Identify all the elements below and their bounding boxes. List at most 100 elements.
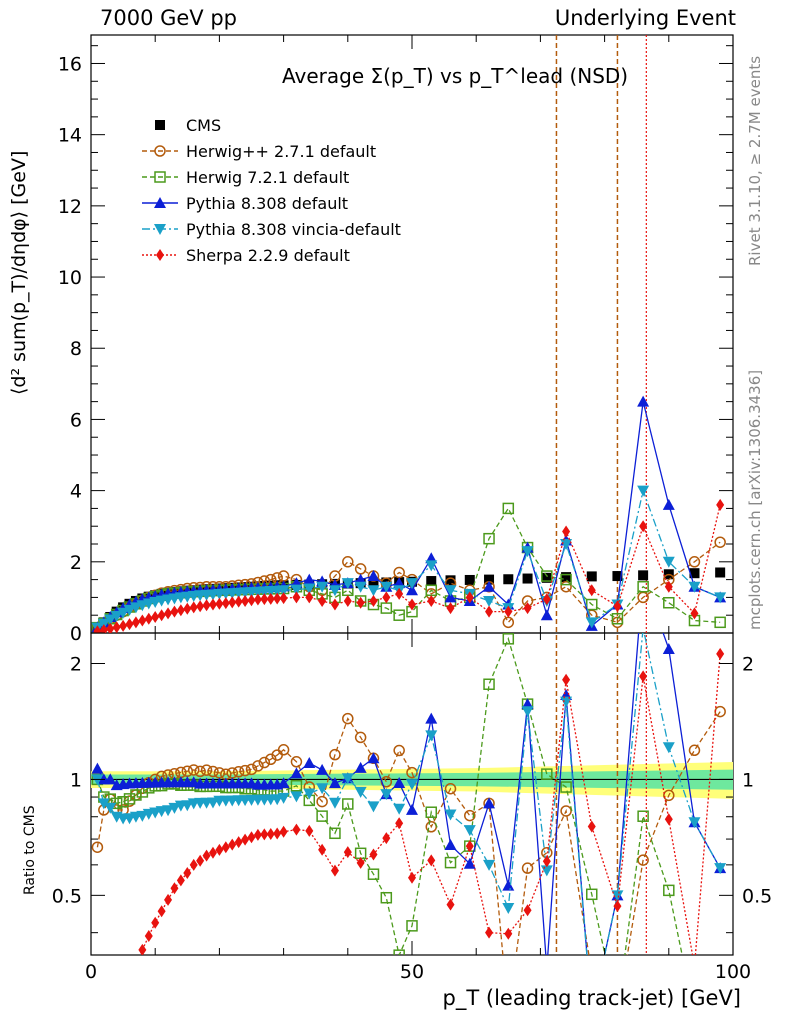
data-point (110, 610, 123, 622)
vertical-lines (555, 35, 647, 955)
data-point (502, 616, 515, 629)
ratio-point (100, 994, 108, 1006)
legend-symbol (142, 171, 178, 183)
ratio-tick-label-right: 2 (742, 653, 754, 675)
ratio-tick-label: 2 (70, 653, 82, 675)
ratio-point (277, 792, 290, 804)
data-point (253, 593, 262, 606)
data-point (119, 619, 128, 632)
ratio-point (187, 764, 200, 776)
ratio-point (162, 805, 175, 817)
ratio-point (715, 1010, 725, 1020)
legend-symbol (142, 145, 178, 157)
ratio-point (330, 864, 339, 877)
data-point (484, 574, 495, 585)
ratio-point (406, 766, 418, 779)
data-point (611, 613, 624, 625)
data-point (221, 597, 230, 610)
data-point (716, 498, 725, 511)
data-point (638, 570, 649, 581)
data-point (662, 498, 675, 510)
ratio-point (367, 752, 380, 764)
legend-symbol (155, 120, 165, 130)
ratio-point (354, 731, 367, 744)
y-tick-label: 12 (58, 196, 82, 218)
ratio-point (663, 884, 675, 897)
data-point (247, 594, 256, 607)
ratio-tick-label-right: 0.5 (742, 885, 772, 907)
data-point (106, 622, 115, 633)
data-point (561, 572, 572, 583)
ratio-point (639, 670, 648, 683)
data-point (367, 570, 380, 582)
data-point (560, 580, 572, 593)
ratio-point (104, 773, 117, 785)
x-tick-label: 100 (715, 961, 751, 983)
data-point (129, 602, 142, 614)
data-point (112, 621, 121, 633)
data-point (521, 546, 534, 558)
data-point (342, 556, 354, 568)
data-point (104, 614, 117, 626)
ratio-point (408, 871, 416, 884)
ratio-point (228, 838, 237, 851)
ratio-point (341, 773, 354, 785)
ratio-point (393, 949, 405, 955)
data-point (427, 594, 436, 607)
data-point (503, 574, 514, 585)
data-point (356, 596, 365, 609)
data-point (123, 604, 136, 616)
data-point (138, 614, 147, 627)
ratio-point (587, 820, 596, 833)
plot-title: Average Σ(p_T) vs p_T^lead (NSD) (282, 64, 629, 88)
data-point (663, 596, 675, 609)
data-point (189, 601, 198, 614)
ratio-point (200, 764, 213, 776)
ratio-point (393, 803, 406, 815)
data-point (465, 591, 474, 604)
ratio-point (277, 744, 290, 756)
ratio-point (613, 900, 622, 913)
ratio-point (642, 633, 644, 635)
data-point (131, 616, 140, 629)
data-point (328, 585, 341, 597)
data-point (483, 580, 496, 592)
ratio-point (170, 882, 179, 895)
data-point (586, 598, 598, 611)
data-point (464, 574, 475, 585)
ratio-point (367, 801, 380, 813)
data-point (504, 605, 513, 618)
ratio-point (637, 810, 649, 822)
ratio-point (502, 633, 515, 645)
data-point (562, 525, 571, 538)
ratio-point (541, 963, 553, 974)
data-point (234, 595, 243, 608)
series-4 (91, 485, 727, 633)
data-point (714, 616, 726, 629)
ratio-point (106, 994, 114, 1006)
data-point (395, 587, 404, 600)
data-point (664, 580, 673, 593)
data-point (639, 520, 648, 533)
data-point (688, 581, 701, 593)
data-point (117, 607, 130, 619)
legend-marker (154, 171, 166, 183)
data-point (215, 597, 224, 610)
ratio-point (132, 957, 140, 969)
ratio-point (463, 825, 476, 837)
data-point (292, 591, 301, 604)
ratio-point (483, 859, 496, 871)
data-point (125, 618, 134, 631)
ratio-point (354, 786, 367, 798)
legend-label: Herwig++ 2.7.1 default (186, 141, 377, 161)
ratio-point (168, 802, 181, 814)
legend-marker (154, 224, 166, 235)
data-point (714, 536, 726, 548)
ratio-point (393, 744, 405, 757)
y-tick-label: 10 (58, 267, 82, 289)
ratio-series-line (139, 653, 721, 955)
ratio-point (207, 765, 219, 778)
ratio-point (586, 888, 598, 901)
